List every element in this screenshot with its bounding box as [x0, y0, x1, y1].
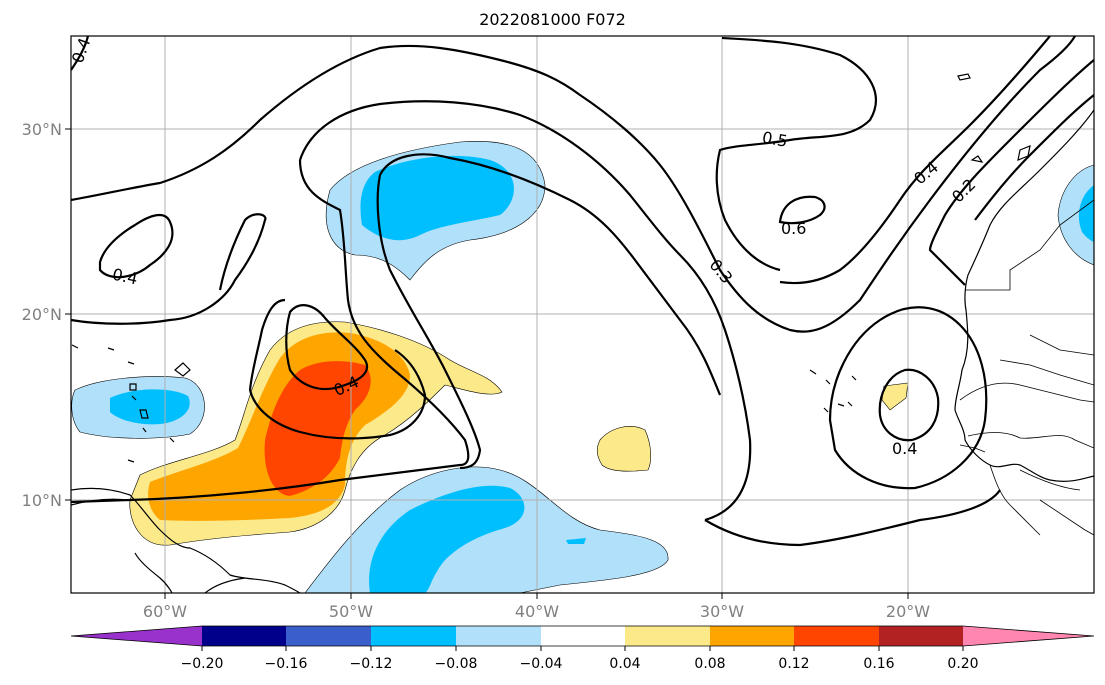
lat-tick-label: 20°N [22, 305, 62, 324]
colorbar-tick-label: −0.16 [265, 656, 308, 672]
colorbar-segment [541, 626, 625, 646]
contour-lines [71, 36, 1094, 547]
colorbar-segment [963, 626, 1094, 646]
colorbar-segment [286, 626, 371, 646]
lon-tick-label: 40°W [515, 602, 559, 621]
lat-axis: 30°N 20°N 10°N [22, 120, 71, 510]
colorbar-tick-label: −0.12 [350, 656, 393, 672]
colorbar-segment [371, 626, 456, 646]
lon-tick-label: 20°W [886, 602, 930, 621]
colorbar-tick-label: −0.20 [181, 656, 224, 672]
contour-label: 0.4 [111, 265, 140, 289]
colorbar-tick-label: 0.08 [694, 656, 725, 672]
lat-tick-label: 30°N [22, 120, 62, 139]
colorbar-tick-label: 0.04 [609, 656, 640, 672]
coastlines [71, 73, 1094, 593]
figure-title: 2022081000 F072 [479, 10, 626, 29]
contour-label: 0.4 [892, 439, 917, 458]
contour-label: 0.6 [781, 219, 806, 238]
colorbar: −0.20 −0.16 −0.12 −0.08 −0.04 0.04 0.08 0.12 0.1… [70, 625, 1095, 672]
lon-tick-label: 50°W [329, 602, 373, 621]
lon-axis: 60°W 50°W 40°W 30°W 20°W [143, 593, 930, 621]
colorbar-tick-label: 0.12 [778, 656, 809, 672]
colorbar-segment [710, 626, 794, 646]
colorbar-segment [794, 626, 879, 646]
lon-tick-label: 60°W [143, 602, 187, 621]
lat-tick-label: 10°N [22, 491, 62, 510]
colorbar-tick-label: −0.04 [520, 656, 563, 672]
colorbar-tick-label: 0.16 [863, 656, 894, 672]
colorbar-segment [625, 626, 710, 646]
colorbar-segment [71, 626, 202, 646]
gridlines [71, 36, 1094, 593]
contour-label: 0.5 [761, 128, 789, 151]
colorbar-tick-label: 0.20 [947, 656, 978, 672]
shading-layer [71, 141, 1094, 593]
lon-tick-label: 30°W [700, 602, 744, 621]
colorbar-segment [879, 626, 963, 646]
colorbar-tick-label: −0.08 [435, 656, 478, 672]
colorbar-segment [202, 626, 286, 646]
colorbar-segment [456, 626, 541, 646]
